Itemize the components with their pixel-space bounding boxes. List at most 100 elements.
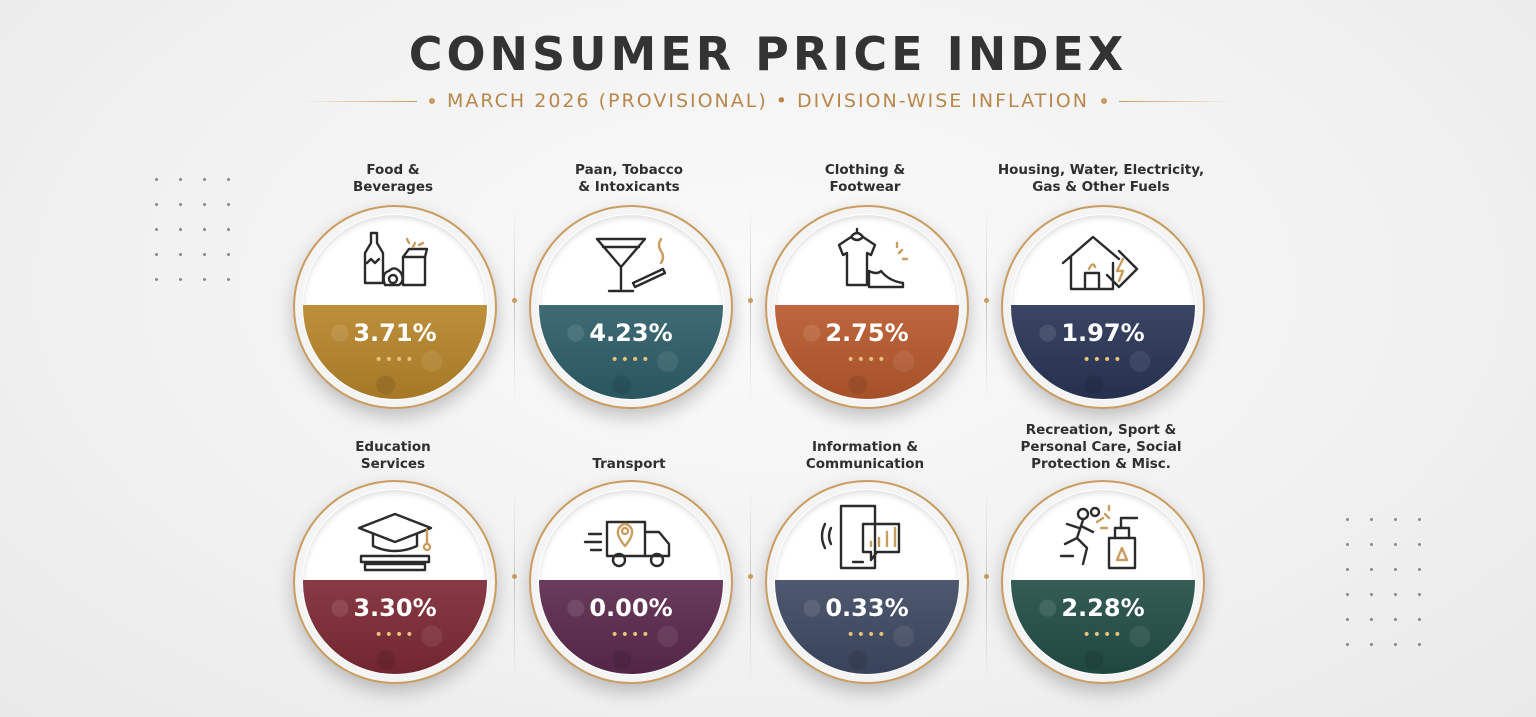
decor-dot xyxy=(1370,643,1373,646)
graduation-cap-icon xyxy=(357,512,433,572)
category-label: Paan, Tobacco & Intoxicants xyxy=(519,162,739,196)
cocktail-cigarette-icon xyxy=(595,237,667,293)
left-rule-dot xyxy=(429,98,436,104)
decor-dot xyxy=(179,253,182,256)
decor-dot xyxy=(1346,543,1349,546)
category-label-line: Recreation, Sport & xyxy=(1025,422,1177,438)
left-rule xyxy=(300,100,418,102)
category-label-line: Food & xyxy=(366,162,420,178)
inflation-value: 2.28% xyxy=(1061,594,1145,622)
badge-face: 1.97% •••• xyxy=(1011,215,1195,399)
category-label-box: Education Services xyxy=(283,413,503,473)
decor-dot xyxy=(1418,518,1421,521)
decor-dot xyxy=(1394,568,1397,571)
left-dot-grid xyxy=(155,178,230,281)
category-label: Transport xyxy=(519,456,739,473)
page-title: CONSUMER PRICE INDEX xyxy=(408,27,1128,81)
category-label-line: Personal Care, Social xyxy=(1020,439,1182,455)
gold-accent-dot xyxy=(512,574,517,579)
decor-dot xyxy=(155,278,158,281)
decor-dot xyxy=(203,178,206,181)
category-label-line: Information & xyxy=(811,439,919,455)
gold-accent-dot xyxy=(748,574,753,579)
category-label-line: Footwear xyxy=(829,179,901,195)
category-badge: 1.97% •••• xyxy=(1001,205,1205,409)
decor-dot xyxy=(1418,543,1421,546)
decor-dot xyxy=(203,253,206,256)
inflation-value: 4.23% xyxy=(589,319,673,347)
category-label-line: Gas & Other Fuels xyxy=(1032,179,1170,195)
decor-dot xyxy=(227,253,230,256)
category-label-line: Services xyxy=(360,456,426,472)
inflation-value: 1.97% xyxy=(1061,319,1145,347)
decor-dot xyxy=(1418,643,1421,646)
category-badge: 3.30% •••• xyxy=(293,480,497,684)
value-band: 3.71% •••• xyxy=(303,305,487,399)
decor-dot xyxy=(1346,643,1349,646)
value-dots: •••• xyxy=(1082,627,1124,643)
decor-dot xyxy=(155,203,158,206)
decor-dot xyxy=(179,228,182,231)
category-label-box: Information & Communication xyxy=(755,413,975,473)
value-dots: •••• xyxy=(1082,352,1124,368)
category-badge: 0.33% •••• xyxy=(765,480,969,684)
decor-dot xyxy=(1346,568,1349,571)
badge-face: 0.33% •••• xyxy=(775,490,959,674)
decor-dot xyxy=(155,228,158,231)
category-label-box: Paan, Tobacco & Intoxicants xyxy=(519,136,739,196)
gold-accent-dot xyxy=(748,298,753,303)
category-label-line: Communication xyxy=(805,456,925,472)
shirt-shoe-icon xyxy=(837,227,909,289)
category-label: Housing, Water, Electricity, Gas & Other … xyxy=(991,162,1211,196)
decor-dot xyxy=(1370,518,1373,521)
value-band: 3.30% •••• xyxy=(303,580,487,674)
category-label-box: Clothing & Footwear xyxy=(755,136,975,196)
smartphone-chart-icon xyxy=(820,504,901,570)
decor-dot xyxy=(203,228,206,231)
category-label: Clothing & Footwear xyxy=(755,162,975,196)
category-badge: 3.71% •••• xyxy=(293,205,497,409)
decor-dot xyxy=(179,278,182,281)
badge-face: 0.00% •••• xyxy=(539,490,723,674)
value-band: 4.23% •••• xyxy=(539,305,723,399)
right-dot-grid xyxy=(1346,518,1421,646)
category-label: Recreation, Sport & Personal Care, Social… xyxy=(991,422,1211,473)
decor-dot xyxy=(227,203,230,206)
category-label-line: Paan, Tobacco xyxy=(575,162,683,178)
food-bottle-icon xyxy=(363,231,429,287)
inflation-value: 2.75% xyxy=(825,319,909,347)
decor-dot xyxy=(1346,618,1349,621)
category-badge: 4.23% •••• xyxy=(529,205,733,409)
decor-dot xyxy=(1394,518,1397,521)
decor-dot xyxy=(1418,593,1421,596)
badge-face: 4.23% •••• xyxy=(539,215,723,399)
value-band: 0.33% •••• xyxy=(775,580,959,674)
value-dots: •••• xyxy=(374,352,416,368)
value-dots: •••• xyxy=(846,352,888,368)
column-divider xyxy=(514,485,515,685)
category-label: Education Services xyxy=(283,439,503,473)
inflation-value: 3.30% xyxy=(353,594,437,622)
right-rule-dot xyxy=(1100,98,1107,104)
category-label: Food & Beverages xyxy=(283,162,503,196)
column-divider xyxy=(750,485,751,685)
column-divider xyxy=(750,205,751,405)
category-label-line: & Intoxicants xyxy=(578,179,680,195)
value-dots: •••• xyxy=(374,627,416,643)
category-label-line: Protection & Misc. xyxy=(1031,456,1171,472)
decor-dot xyxy=(1394,618,1397,621)
value-band: 1.97% •••• xyxy=(1011,305,1195,399)
decor-dot xyxy=(227,278,230,281)
value-band: 2.75% •••• xyxy=(775,305,959,399)
value-dots: •••• xyxy=(610,352,652,368)
decor-dot xyxy=(1418,568,1421,571)
decor-dot xyxy=(203,278,206,281)
category-label-box: Recreation, Sport & Personal Care, Social… xyxy=(991,413,1211,473)
decor-dot xyxy=(1370,568,1373,571)
decor-dot xyxy=(1370,593,1373,596)
decor-dot xyxy=(227,228,230,231)
decor-dot xyxy=(203,203,206,206)
category-label-box: Food & Beverages xyxy=(283,136,503,196)
value-band: 2.28% •••• xyxy=(1011,580,1195,674)
category-label-line: Beverages xyxy=(352,179,434,195)
